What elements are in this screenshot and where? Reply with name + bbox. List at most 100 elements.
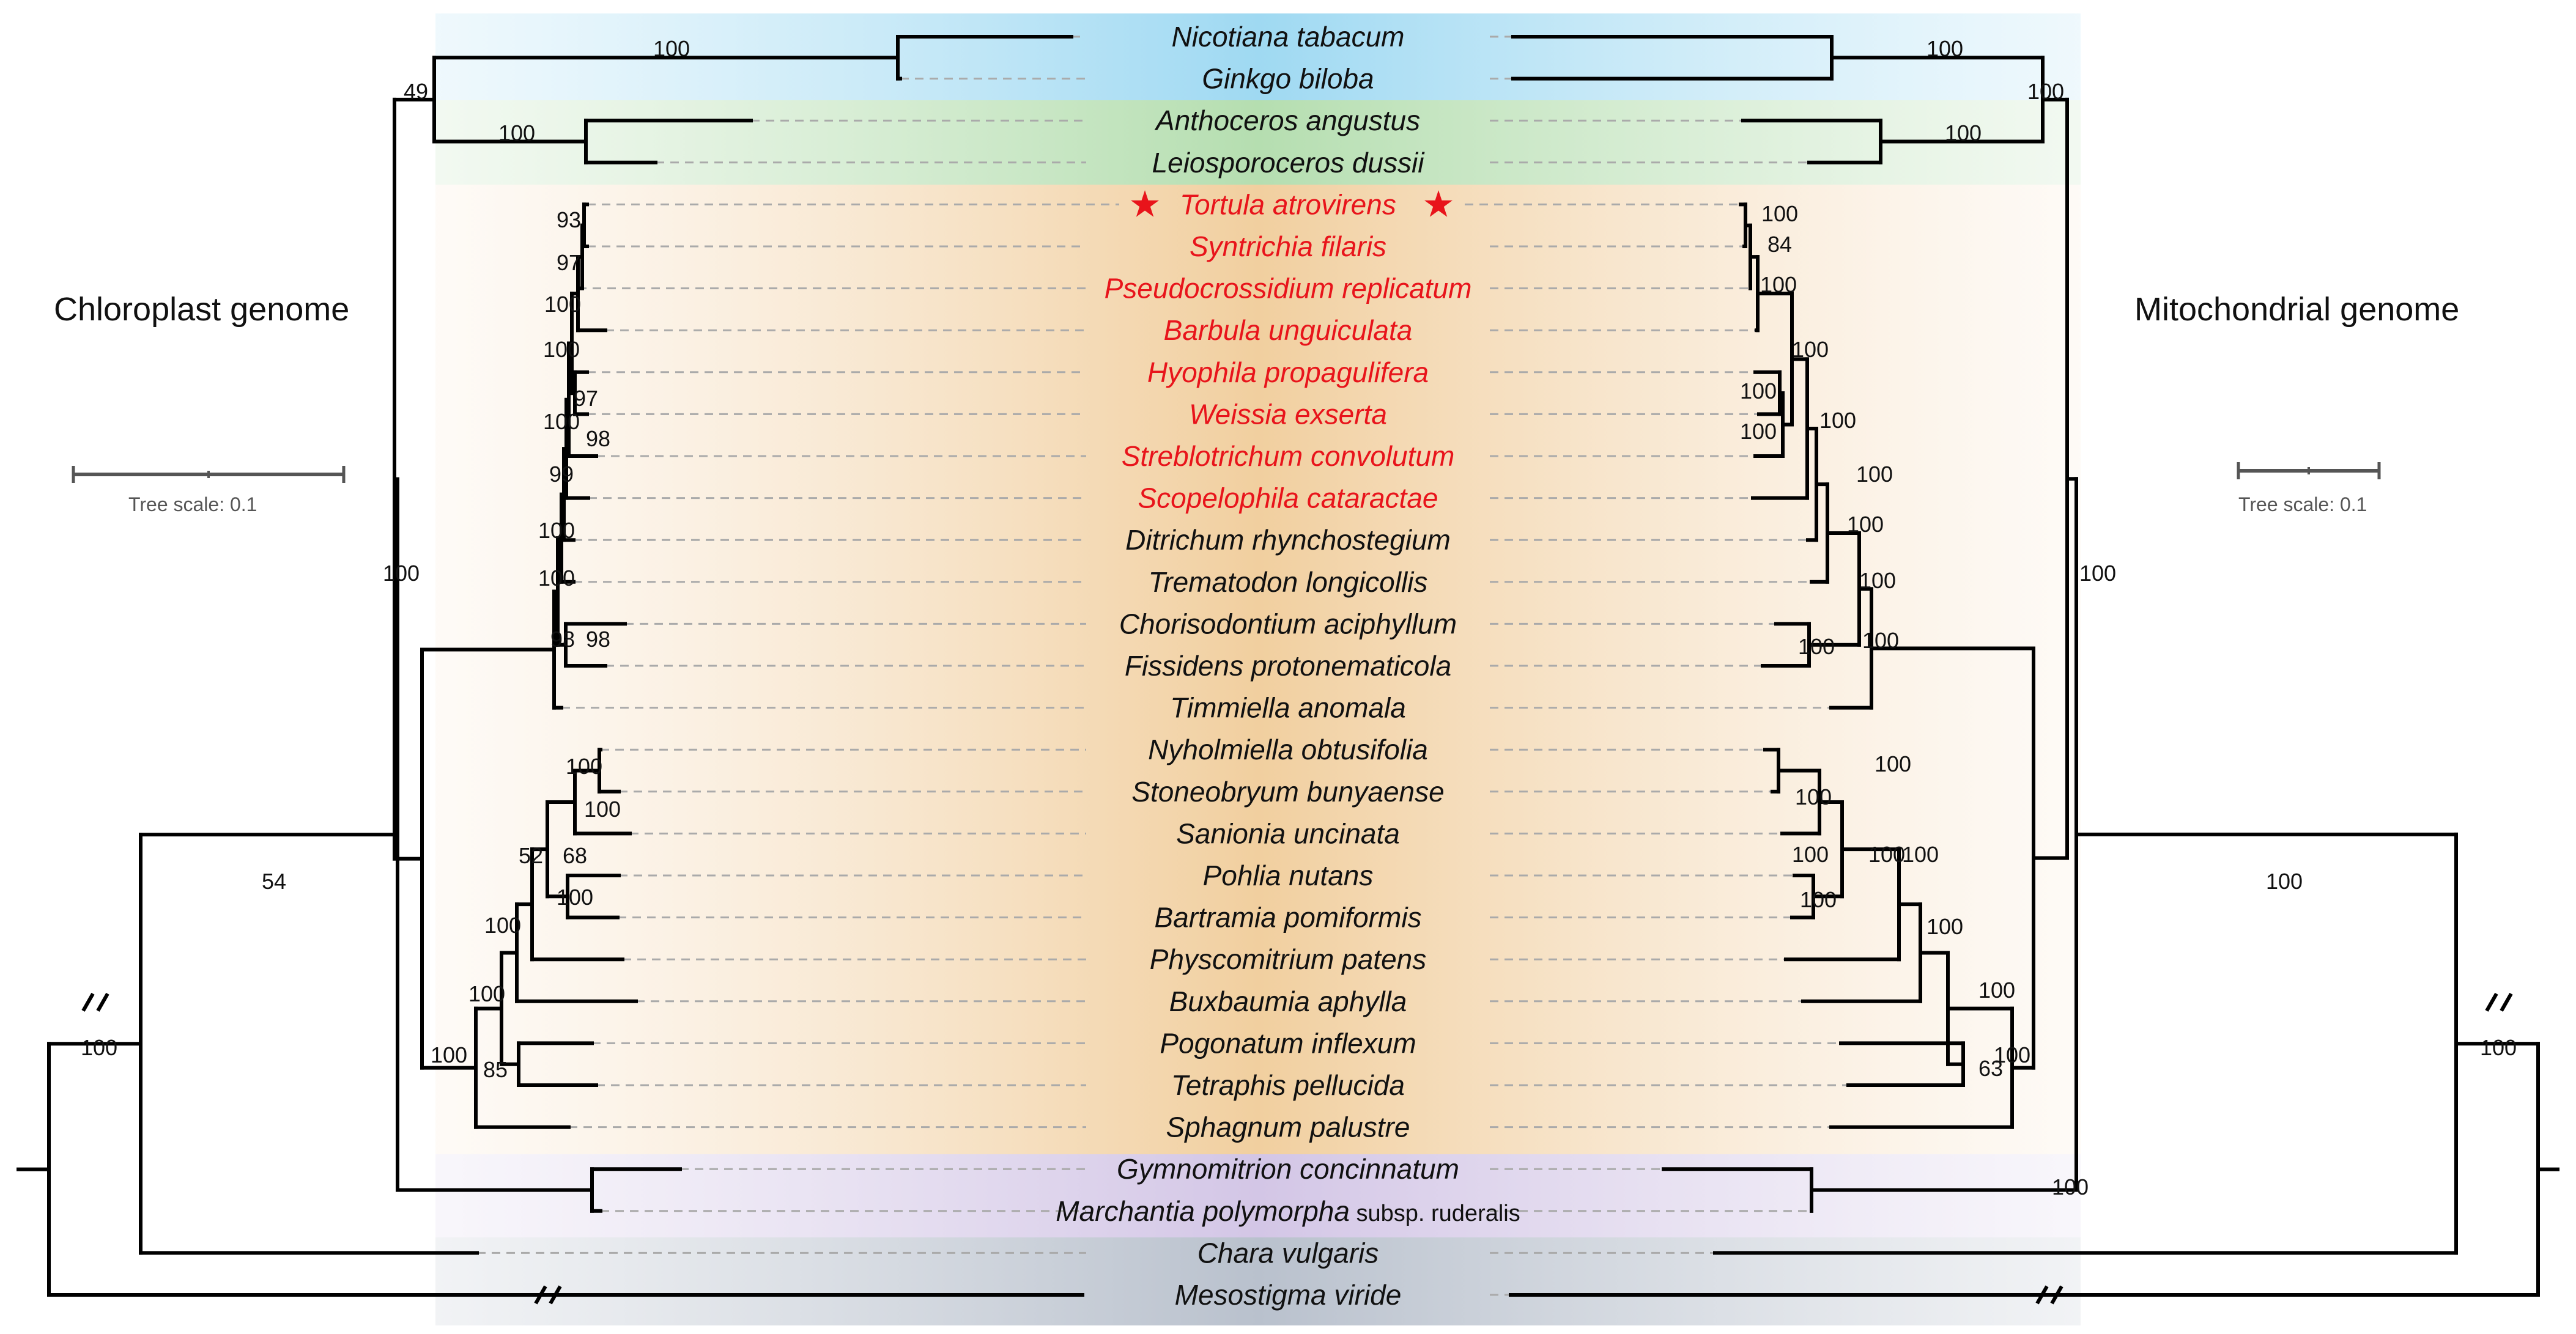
support-value: 100: [1868, 842, 1905, 867]
support-value: 100: [81, 1035, 117, 1060]
taxon-label: Pseudocrossidium replicatum: [1105, 273, 1472, 304]
taxon-label: Scopelophila cataractae: [1138, 482, 1438, 514]
chloroplast-genome-title: Chloroplast genome: [54, 291, 349, 328]
right-scale-bar: [2237, 462, 2381, 479]
support-value: 100: [538, 518, 575, 543]
support-value: 100: [557, 885, 593, 910]
break-mark: [2050, 1285, 2063, 1305]
support-value: 49: [404, 79, 428, 104]
support-value: 100: [1978, 978, 2015, 1003]
support-value: 100: [498, 120, 535, 146]
break-mark: [2485, 992, 2498, 1012]
support-value: 100: [2079, 561, 2116, 586]
support-values: 100 49 100 93 97 100 100 97 100 98 99 100 100 98 98 100…: [81, 36, 2517, 1199]
support-value: 100: [1847, 512, 1884, 537]
support-value: 100: [538, 566, 575, 591]
support-value: 100: [1819, 408, 1856, 433]
taxon-label: Tetraphis pellucida: [1171, 1069, 1405, 1101]
star-icon: ★: [1128, 183, 1161, 224]
support-value: 100: [1875, 751, 1911, 776]
chloroplast-tree: [17, 35, 1084, 1305]
support-value: 100: [1945, 120, 1982, 146]
support-value: 97: [574, 386, 598, 411]
taxon-label: Gymnomitrion concinnatum: [1117, 1153, 1459, 1185]
support-value: 98: [586, 627, 610, 652]
support-value: 100: [1902, 842, 1939, 867]
support-value: 100: [1800, 887, 1837, 912]
support-value: 100: [566, 754, 602, 779]
support-value: 100: [2480, 1035, 2517, 1060]
taxon-label: Ditrichum rhynchostegium: [1125, 524, 1451, 556]
taxon-label: Pogonatum inflexum: [1160, 1027, 1416, 1059]
taxon-label: Syntrichia filaris: [1190, 230, 1386, 262]
taxon-name: Marchantia polymorpha: [1056, 1195, 1350, 1227]
support-value: 100: [1740, 378, 1777, 404]
support-value: 100: [468, 981, 505, 1006]
support-value: 100: [2266, 869, 2303, 894]
mitochondrial-genome-title: Mitochondrial genome: [2134, 291, 2459, 328]
support-value: 100: [584, 797, 621, 822]
support-value: 100: [1859, 568, 1896, 593]
support-value: 85: [483, 1057, 508, 1082]
taxon-label: Leiosporoceros dussii: [1152, 147, 1426, 179]
support-value: 100: [2027, 79, 2064, 104]
support-value: 97: [557, 250, 581, 275]
taxon-label: Nicotiana tabacum: [1172, 21, 1405, 53]
support-value: 93: [557, 207, 581, 232]
taxon-label: Bartramia pomiformis: [1154, 902, 1421, 934]
support-value: 100: [1740, 419, 1777, 444]
right-tree-scale-label: Tree scale: 0.1: [2238, 493, 2367, 515]
taxon-label: Weissia exserta: [1189, 398, 1387, 430]
band-mosses: [435, 185, 2081, 1154]
taxon-labels: Nicotiana tabacum Ginkgo biloba Anthoceros…: [1056, 21, 1520, 1311]
support-value: 100: [1856, 462, 1893, 487]
taxon-label: Streblotrichum convolutum: [1122, 440, 1455, 472]
taxon-label: Sanionia uncinata: [1176, 817, 1400, 849]
support-value: 98: [586, 426, 610, 451]
taxon-label: Stoneobryum bunyaense: [1131, 776, 1444, 808]
left-tree-scale-label: Tree scale: 0.1: [128, 493, 257, 515]
break-mark: [2500, 992, 2513, 1012]
taxon-label: Nyholmiella obtusifolia: [1148, 734, 1428, 765]
taxon-label: Pohlia nutans: [1203, 860, 1374, 891]
taxon-label: Hyophila propagulifera: [1147, 356, 1429, 388]
support-value: 54: [262, 869, 286, 894]
support-value: 100: [1792, 842, 1829, 867]
taxon-label: Timmiella anomala: [1170, 692, 1406, 724]
support-value: 52: [519, 843, 543, 868]
support-value: 100: [383, 561, 420, 586]
taxon-label: Sphagnum palustre: [1166, 1111, 1410, 1143]
support-value: 100: [484, 913, 521, 938]
taxon-label: Anthoceros angustus: [1154, 105, 1420, 136]
support-value: 84: [1767, 232, 1792, 257]
mitochondrial-tree: [1509, 35, 2559, 1305]
support-value: 68: [563, 843, 587, 868]
support-value: 100: [1926, 36, 1963, 61]
taxon-label: Barbula unguiculata: [1164, 314, 1413, 346]
support-value: 100: [653, 36, 690, 61]
break-mark: [2035, 1285, 2049, 1305]
band-hornworts: [435, 100, 2081, 185]
support-value: 100: [1760, 272, 1797, 297]
support-value: 100: [1792, 337, 1829, 362]
taxon-label: Fissidens protonematicola: [1125, 650, 1451, 682]
break-mark: [81, 992, 95, 1012]
taxon-label: Buxbaumia aphylla: [1169, 986, 1407, 1017]
taxon-subspecies: subsp. ruderalis: [1350, 1201, 1520, 1226]
support-value: 100: [543, 409, 580, 434]
support-value: 100: [2052, 1174, 2089, 1199]
support-value: 100: [1761, 201, 1798, 226]
break-mark: [96, 992, 109, 1012]
support-value: 100: [1795, 784, 1832, 809]
support-value: 100: [431, 1042, 467, 1067]
break-mark: [549, 1285, 562, 1305]
break-mark: [534, 1285, 547, 1305]
leader-dashes: [477, 35, 1848, 1296]
support-value: 63: [1978, 1056, 2003, 1081]
taxon-label: Ginkgo biloba: [1202, 63, 1374, 95]
taxon-label: Physcomitrium patens: [1150, 943, 1427, 975]
taxon-label: Marchantia polymorpha subsp. ruderalis: [1056, 1195, 1520, 1227]
support-value: 100: [1926, 914, 1963, 939]
support-value: 99: [549, 462, 574, 487]
